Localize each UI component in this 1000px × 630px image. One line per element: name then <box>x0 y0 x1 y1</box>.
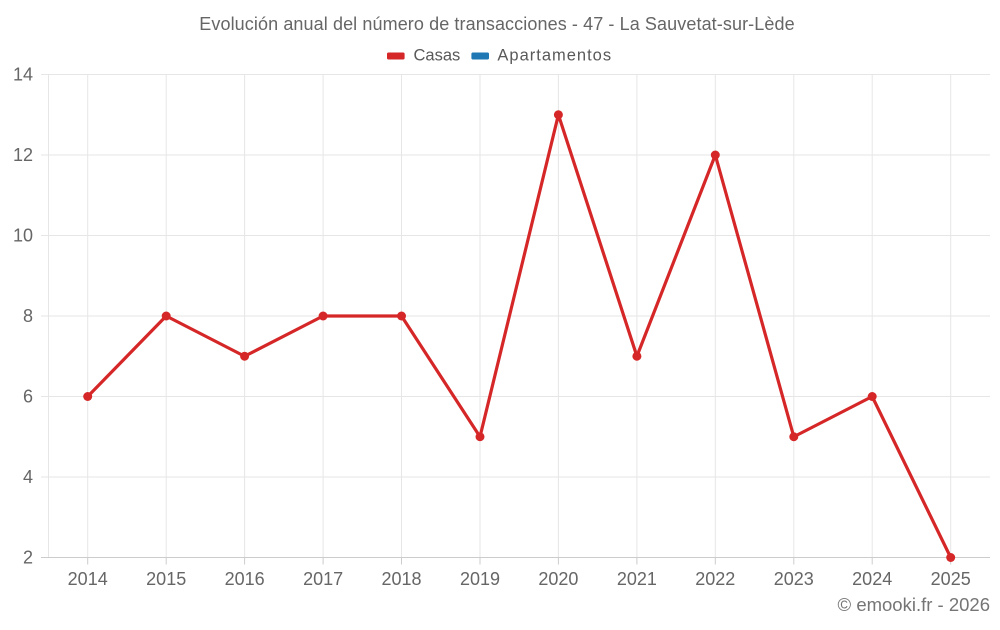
svg-text:4: 4 <box>23 467 33 487</box>
svg-text:© emooki.fr - 2026: © emooki.fr - 2026 <box>838 594 990 615</box>
svg-text:2016: 2016 <box>225 569 265 589</box>
svg-text:8: 8 <box>23 306 33 326</box>
svg-text:2015: 2015 <box>146 569 186 589</box>
svg-text:2: 2 <box>23 548 33 568</box>
svg-text:Evolución anual del número de: Evolución anual del número de transaccio… <box>199 14 794 34</box>
svg-text:2021: 2021 <box>617 569 657 589</box>
svg-text:2019: 2019 <box>460 569 500 589</box>
svg-text:12: 12 <box>13 145 33 165</box>
svg-text:2020: 2020 <box>538 569 578 589</box>
svg-text:2024: 2024 <box>852 569 892 589</box>
svg-text:10: 10 <box>13 226 33 246</box>
svg-text:6: 6 <box>23 387 33 407</box>
svg-text:2014: 2014 <box>68 569 108 589</box>
svg-text:Casas: Casas <box>414 47 461 65</box>
svg-text:2025: 2025 <box>931 569 971 589</box>
svg-text:Apartamentos: Apartamentos <box>497 47 612 65</box>
svg-text:2018: 2018 <box>381 569 421 589</box>
svg-text:2017: 2017 <box>303 569 343 589</box>
svg-text:2023: 2023 <box>774 569 814 589</box>
svg-text:2022: 2022 <box>695 569 735 589</box>
svg-text:14: 14 <box>13 65 33 85</box>
